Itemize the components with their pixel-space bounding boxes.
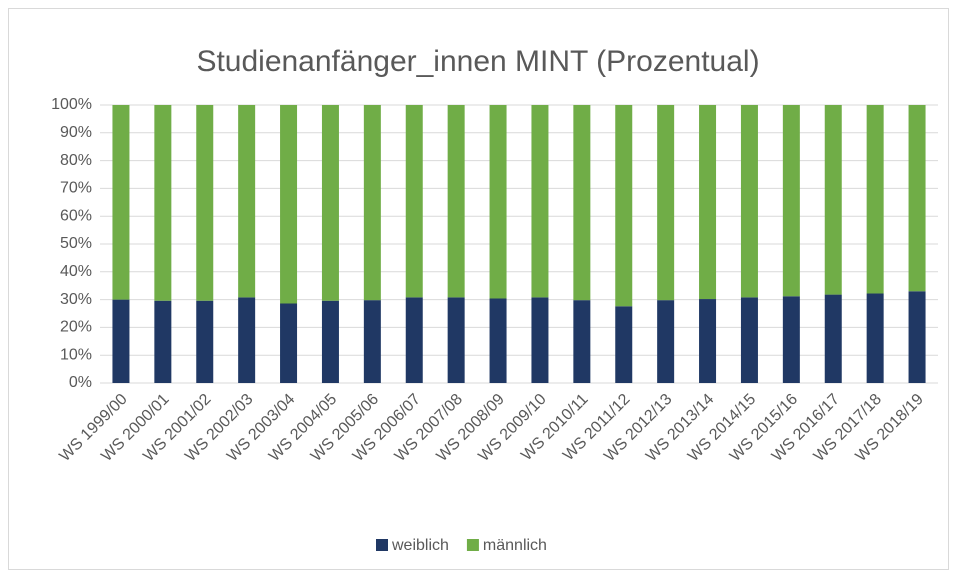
y-tick-label: 40% xyxy=(60,263,92,280)
bar-segment xyxy=(321,300,339,383)
bar-segment xyxy=(489,105,507,299)
bar-segment xyxy=(740,105,758,298)
legend-label: weiblich xyxy=(391,537,449,554)
bar-segment xyxy=(615,105,633,307)
y-tick-label: 70% xyxy=(60,180,92,197)
y-tick-label: 60% xyxy=(60,207,92,224)
bar-segment xyxy=(363,300,381,383)
legend-swatch xyxy=(466,539,479,551)
bar-segment xyxy=(238,297,256,383)
bar-segment xyxy=(908,105,926,292)
bar-segment xyxy=(154,105,172,301)
bar-segment xyxy=(238,105,256,298)
bar-segment xyxy=(405,105,423,298)
bar-segment xyxy=(447,297,465,383)
y-tick-label: 80% xyxy=(60,152,92,169)
bar-segment xyxy=(824,294,842,383)
bar-segment xyxy=(908,291,926,383)
bar-segment xyxy=(154,300,172,383)
bar-segment xyxy=(657,105,675,301)
bar-segment xyxy=(740,297,758,383)
bar-segment xyxy=(321,105,339,301)
y-tick-label: 0% xyxy=(69,374,92,391)
bar-segment xyxy=(573,105,591,301)
bar-segment xyxy=(196,300,214,383)
y-tick-label: 100% xyxy=(51,96,92,113)
chart-title: Studienanfänger_innen MINT (Prozentual) xyxy=(196,45,759,78)
bar-segment xyxy=(280,105,298,304)
y-tick-label: 50% xyxy=(60,235,92,252)
bar-segment xyxy=(782,105,800,297)
bar-segment xyxy=(405,297,423,383)
bar-segment xyxy=(824,105,842,295)
bar-segment xyxy=(699,299,717,383)
bar-segment xyxy=(363,105,381,301)
y-tick-label: 10% xyxy=(60,346,92,363)
bar-segment xyxy=(866,293,884,383)
chart-border xyxy=(8,8,949,570)
legend-swatch xyxy=(376,539,388,551)
bar-segment xyxy=(112,299,130,383)
bar-segment xyxy=(699,105,717,300)
bar-segment xyxy=(196,105,214,301)
bar-segment xyxy=(447,105,465,298)
bar-segment xyxy=(489,298,507,383)
y-tick-label: 30% xyxy=(60,291,92,308)
bar-segment xyxy=(280,303,298,383)
bar-segment xyxy=(782,296,800,383)
bar-segment xyxy=(573,300,591,383)
bar-segment xyxy=(531,297,549,383)
legend-label: männlich xyxy=(483,537,547,554)
y-tick-label: 20% xyxy=(60,319,92,336)
y-tick-label: 90% xyxy=(60,124,92,141)
bar-segment xyxy=(531,105,549,298)
bar-segment xyxy=(615,306,633,383)
bar-segment xyxy=(112,105,130,300)
bar-segment xyxy=(657,300,675,383)
bar-segment xyxy=(866,105,884,294)
